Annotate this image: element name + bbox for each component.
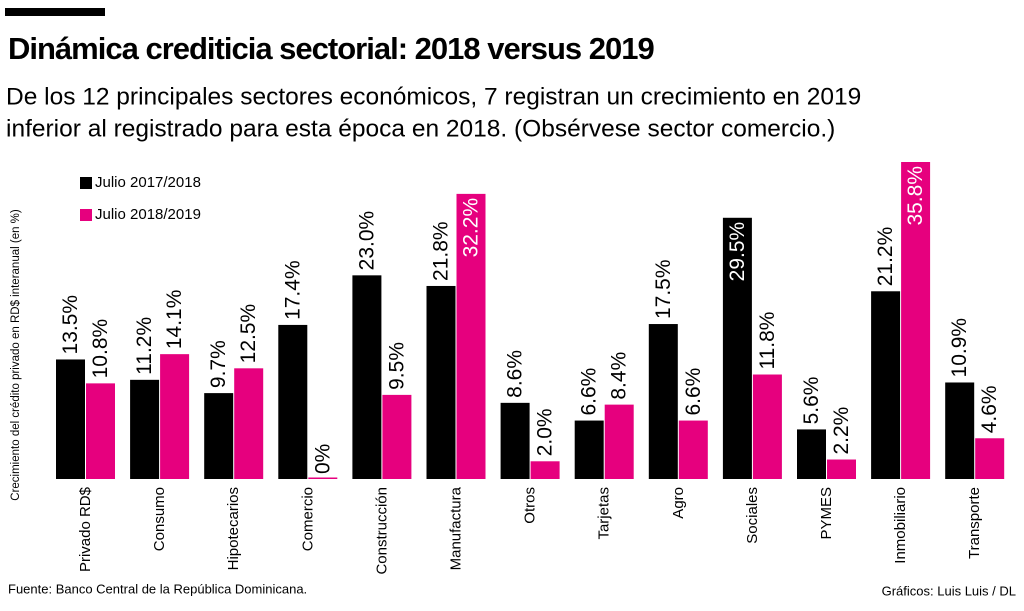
value-label: 11.8% (756, 312, 779, 370)
x-tick-label: Sociales (744, 487, 761, 544)
subtitle: De los 12 principales sectores económico… (6, 83, 861, 110)
value-label: 35.8% (904, 166, 927, 226)
bar (382, 394, 412, 479)
value-label: 21.2% (874, 227, 897, 287)
value-label: 14.1% (163, 290, 186, 350)
bar (604, 404, 634, 479)
value-label: 17.4% (281, 260, 304, 320)
legend-label: Julio 2018/2019 (95, 206, 201, 223)
value-label: 13.5% (59, 295, 82, 355)
bar (278, 324, 308, 479)
header-bar (5, 8, 105, 16)
bar (352, 275, 382, 479)
bar (678, 420, 708, 479)
value-label: 5.6% (800, 377, 823, 425)
value-label: 10.9% (948, 318, 971, 378)
value-label: 2.0% (534, 408, 557, 456)
value-label: 8.6% (504, 350, 527, 398)
x-tick-label: Manufactura (447, 486, 464, 570)
bar (500, 402, 530, 479)
value-label: 17.5% (652, 259, 675, 319)
value-label: 8.4% (608, 352, 631, 400)
value-label: 9.7% (207, 340, 230, 388)
legend-swatch (80, 177, 92, 189)
x-tick-label: Transporte (966, 487, 983, 559)
subtitle: inferior al registrado para esta época e… (6, 115, 835, 142)
x-tick-label: Comercio (299, 487, 316, 551)
x-tick-label: Inmobiliario (892, 487, 909, 564)
x-tick-label: Consumo (151, 487, 168, 551)
bar (456, 193, 486, 480)
bar (797, 429, 826, 479)
bar (574, 420, 604, 479)
x-tick-label: Privado RD$ (77, 486, 94, 572)
x-tick-label: Construcción (373, 487, 390, 575)
bar (204, 393, 234, 479)
x-tick-label: Tarjetas (596, 487, 613, 540)
x-tick-label: Otros (522, 487, 539, 524)
bar (530, 461, 560, 479)
x-tick-label: PYMES (818, 487, 835, 540)
value-label: 10.8% (89, 319, 112, 379)
x-tick-label: Agro (670, 487, 687, 519)
bar (56, 359, 85, 479)
value-label: 6.6% (578, 368, 601, 416)
bar (130, 379, 160, 479)
bar (901, 162, 931, 479)
x-tick-label: Hipotecarios (225, 487, 242, 570)
source: Fuente: Banco Central de la República Do… (8, 581, 307, 596)
bar (945, 382, 975, 479)
value-label: 4.6% (978, 385, 1001, 433)
value-label: 2.2% (830, 407, 853, 455)
bar (160, 354, 190, 479)
bar (308, 477, 338, 479)
value-label: 32.2% (460, 198, 483, 258)
value-label: 23.0% (355, 211, 378, 271)
bar (86, 383, 115, 479)
bar (234, 368, 264, 479)
bar (648, 324, 678, 479)
credit: Gráficos: Luis Luis / DL (882, 583, 1016, 598)
bar (871, 291, 901, 479)
value-label: 29.5% (726, 222, 749, 282)
chart-title: Dinámica crediticia sectorial: 2018 vers… (8, 31, 655, 66)
value-label: 12.5% (237, 304, 260, 364)
bar (426, 285, 456, 479)
value-label: 9.5% (385, 342, 408, 390)
value-label: 11.2% (133, 317, 156, 375)
legend-label: Julio 2017/2018 (95, 174, 201, 191)
value-label: 0% (311, 444, 334, 474)
value-label: 21.8% (430, 221, 453, 281)
y-axis-label: Crecimiento del crédito privado en RD$ i… (10, 209, 22, 501)
bar (752, 374, 782, 479)
legend-swatch (80, 209, 92, 221)
value-label: 6.6% (682, 368, 705, 416)
bar (827, 459, 856, 479)
bar (975, 438, 1005, 479)
bar (722, 217, 752, 479)
